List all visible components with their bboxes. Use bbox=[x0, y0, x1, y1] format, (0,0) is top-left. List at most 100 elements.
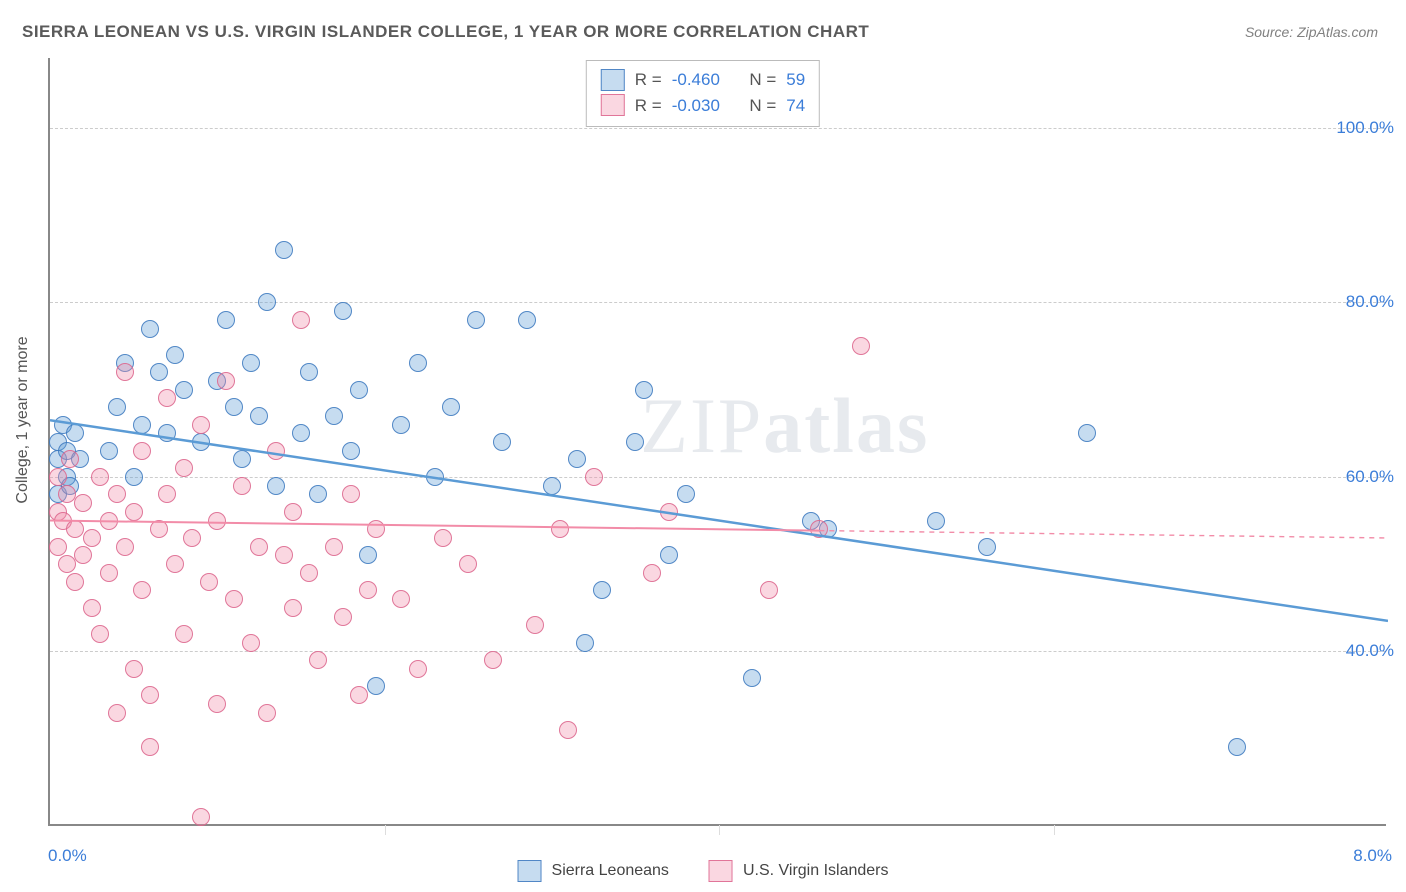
scatter-point bbox=[350, 381, 368, 399]
scatter-point bbox=[166, 346, 184, 364]
scatter-point bbox=[484, 651, 502, 669]
scatter-point bbox=[392, 416, 410, 434]
scatter-point bbox=[576, 634, 594, 652]
scatter-point bbox=[342, 442, 360, 460]
scatter-point bbox=[66, 573, 84, 591]
scatter-point bbox=[133, 581, 151, 599]
scatter-point bbox=[392, 590, 410, 608]
scatter-point bbox=[593, 581, 611, 599]
gridline-h bbox=[50, 302, 1386, 303]
scatter-point bbox=[200, 573, 218, 591]
scatter-point bbox=[108, 704, 126, 722]
scatter-point bbox=[192, 416, 210, 434]
scatter-point bbox=[760, 581, 778, 599]
scatter-point bbox=[325, 538, 343, 556]
legend-swatch bbox=[709, 860, 733, 882]
scatter-point bbox=[409, 354, 427, 372]
gridline-h bbox=[50, 128, 1386, 129]
x-tick-label: 0.0% bbox=[48, 846, 87, 866]
stat-n-label: N = bbox=[749, 93, 776, 119]
scatter-point bbox=[643, 564, 661, 582]
scatter-point bbox=[350, 686, 368, 704]
scatter-point bbox=[242, 354, 260, 372]
legend-label: Sierra Leoneans bbox=[552, 862, 669, 880]
stats-row: R =-0.460 N =59 bbox=[601, 67, 805, 93]
watermark-zip: ZIP bbox=[640, 382, 763, 469]
stat-n-value: 59 bbox=[786, 67, 805, 93]
scatter-point bbox=[49, 538, 67, 556]
scatter-point bbox=[116, 363, 134, 381]
scatter-point bbox=[100, 512, 118, 530]
scatter-point bbox=[467, 311, 485, 329]
scatter-point bbox=[660, 503, 678, 521]
trend-line bbox=[50, 420, 1388, 621]
legend-item: U.S. Virgin Islanders bbox=[709, 860, 889, 882]
scatter-point bbox=[61, 450, 79, 468]
chart-title: SIERRA LEONEAN VS U.S. VIRGIN ISLANDER C… bbox=[22, 22, 869, 42]
stat-n-label: N = bbox=[749, 67, 776, 93]
scatter-point bbox=[66, 424, 84, 442]
scatter-point bbox=[367, 677, 385, 695]
scatter-point bbox=[635, 381, 653, 399]
scatter-point bbox=[125, 468, 143, 486]
scatter-point bbox=[250, 407, 268, 425]
legend-swatch bbox=[518, 860, 542, 882]
scatter-point bbox=[66, 520, 84, 538]
scatter-point bbox=[1078, 424, 1096, 442]
chart-plot-area: ZIPatlas bbox=[48, 58, 1386, 826]
scatter-point bbox=[284, 503, 302, 521]
scatter-point bbox=[83, 599, 101, 617]
scatter-point bbox=[233, 450, 251, 468]
legend-item: Sierra Leoneans bbox=[518, 860, 669, 882]
scatter-point bbox=[242, 634, 260, 652]
scatter-point bbox=[208, 695, 226, 713]
scatter-point bbox=[267, 442, 285, 460]
scatter-point bbox=[217, 372, 235, 390]
legend: Sierra Leoneans U.S. Virgin Islanders bbox=[518, 860, 889, 882]
scatter-point bbox=[58, 485, 76, 503]
scatter-point bbox=[334, 302, 352, 320]
scatter-point bbox=[309, 651, 327, 669]
y-tick-label: 60.0% bbox=[1346, 467, 1394, 487]
scatter-point bbox=[551, 520, 569, 538]
scatter-point bbox=[108, 398, 126, 416]
y-tick-label: 40.0% bbox=[1346, 641, 1394, 661]
scatter-point bbox=[150, 520, 168, 538]
scatter-point bbox=[108, 485, 126, 503]
scatter-point bbox=[91, 625, 109, 643]
scatter-point bbox=[568, 450, 586, 468]
scatter-point bbox=[133, 442, 151, 460]
stats-swatch bbox=[601, 69, 625, 91]
scatter-point bbox=[217, 311, 235, 329]
scatter-point bbox=[359, 546, 377, 564]
scatter-point bbox=[300, 363, 318, 381]
scatter-point bbox=[309, 485, 327, 503]
scatter-point bbox=[175, 381, 193, 399]
scatter-point bbox=[100, 564, 118, 582]
stat-r-value: -0.030 bbox=[672, 93, 720, 119]
scatter-point bbox=[225, 398, 243, 416]
stat-r-value: -0.460 bbox=[672, 67, 720, 93]
scatter-point bbox=[58, 555, 76, 573]
scatter-point bbox=[141, 686, 159, 704]
scatter-point bbox=[275, 241, 293, 259]
watermark: ZIPatlas bbox=[640, 381, 929, 471]
scatter-point bbox=[1228, 738, 1246, 756]
scatter-point bbox=[334, 608, 352, 626]
scatter-point bbox=[74, 494, 92, 512]
scatter-point bbox=[810, 520, 828, 538]
scatter-point bbox=[518, 311, 536, 329]
stats-swatch bbox=[601, 94, 625, 116]
scatter-point bbox=[192, 433, 210, 451]
scatter-point bbox=[367, 520, 385, 538]
stat-r-label: R = bbox=[635, 93, 662, 119]
scatter-point bbox=[74, 546, 92, 564]
scatter-point bbox=[677, 485, 695, 503]
source-attribution: Source: ZipAtlas.com bbox=[1245, 24, 1378, 40]
scatter-point bbox=[292, 311, 310, 329]
scatter-point bbox=[175, 625, 193, 643]
scatter-point bbox=[91, 468, 109, 486]
stat-n-value: 74 bbox=[786, 93, 805, 119]
stats-row: R = -0.030 N = 74 bbox=[601, 93, 805, 119]
scatter-point bbox=[158, 424, 176, 442]
